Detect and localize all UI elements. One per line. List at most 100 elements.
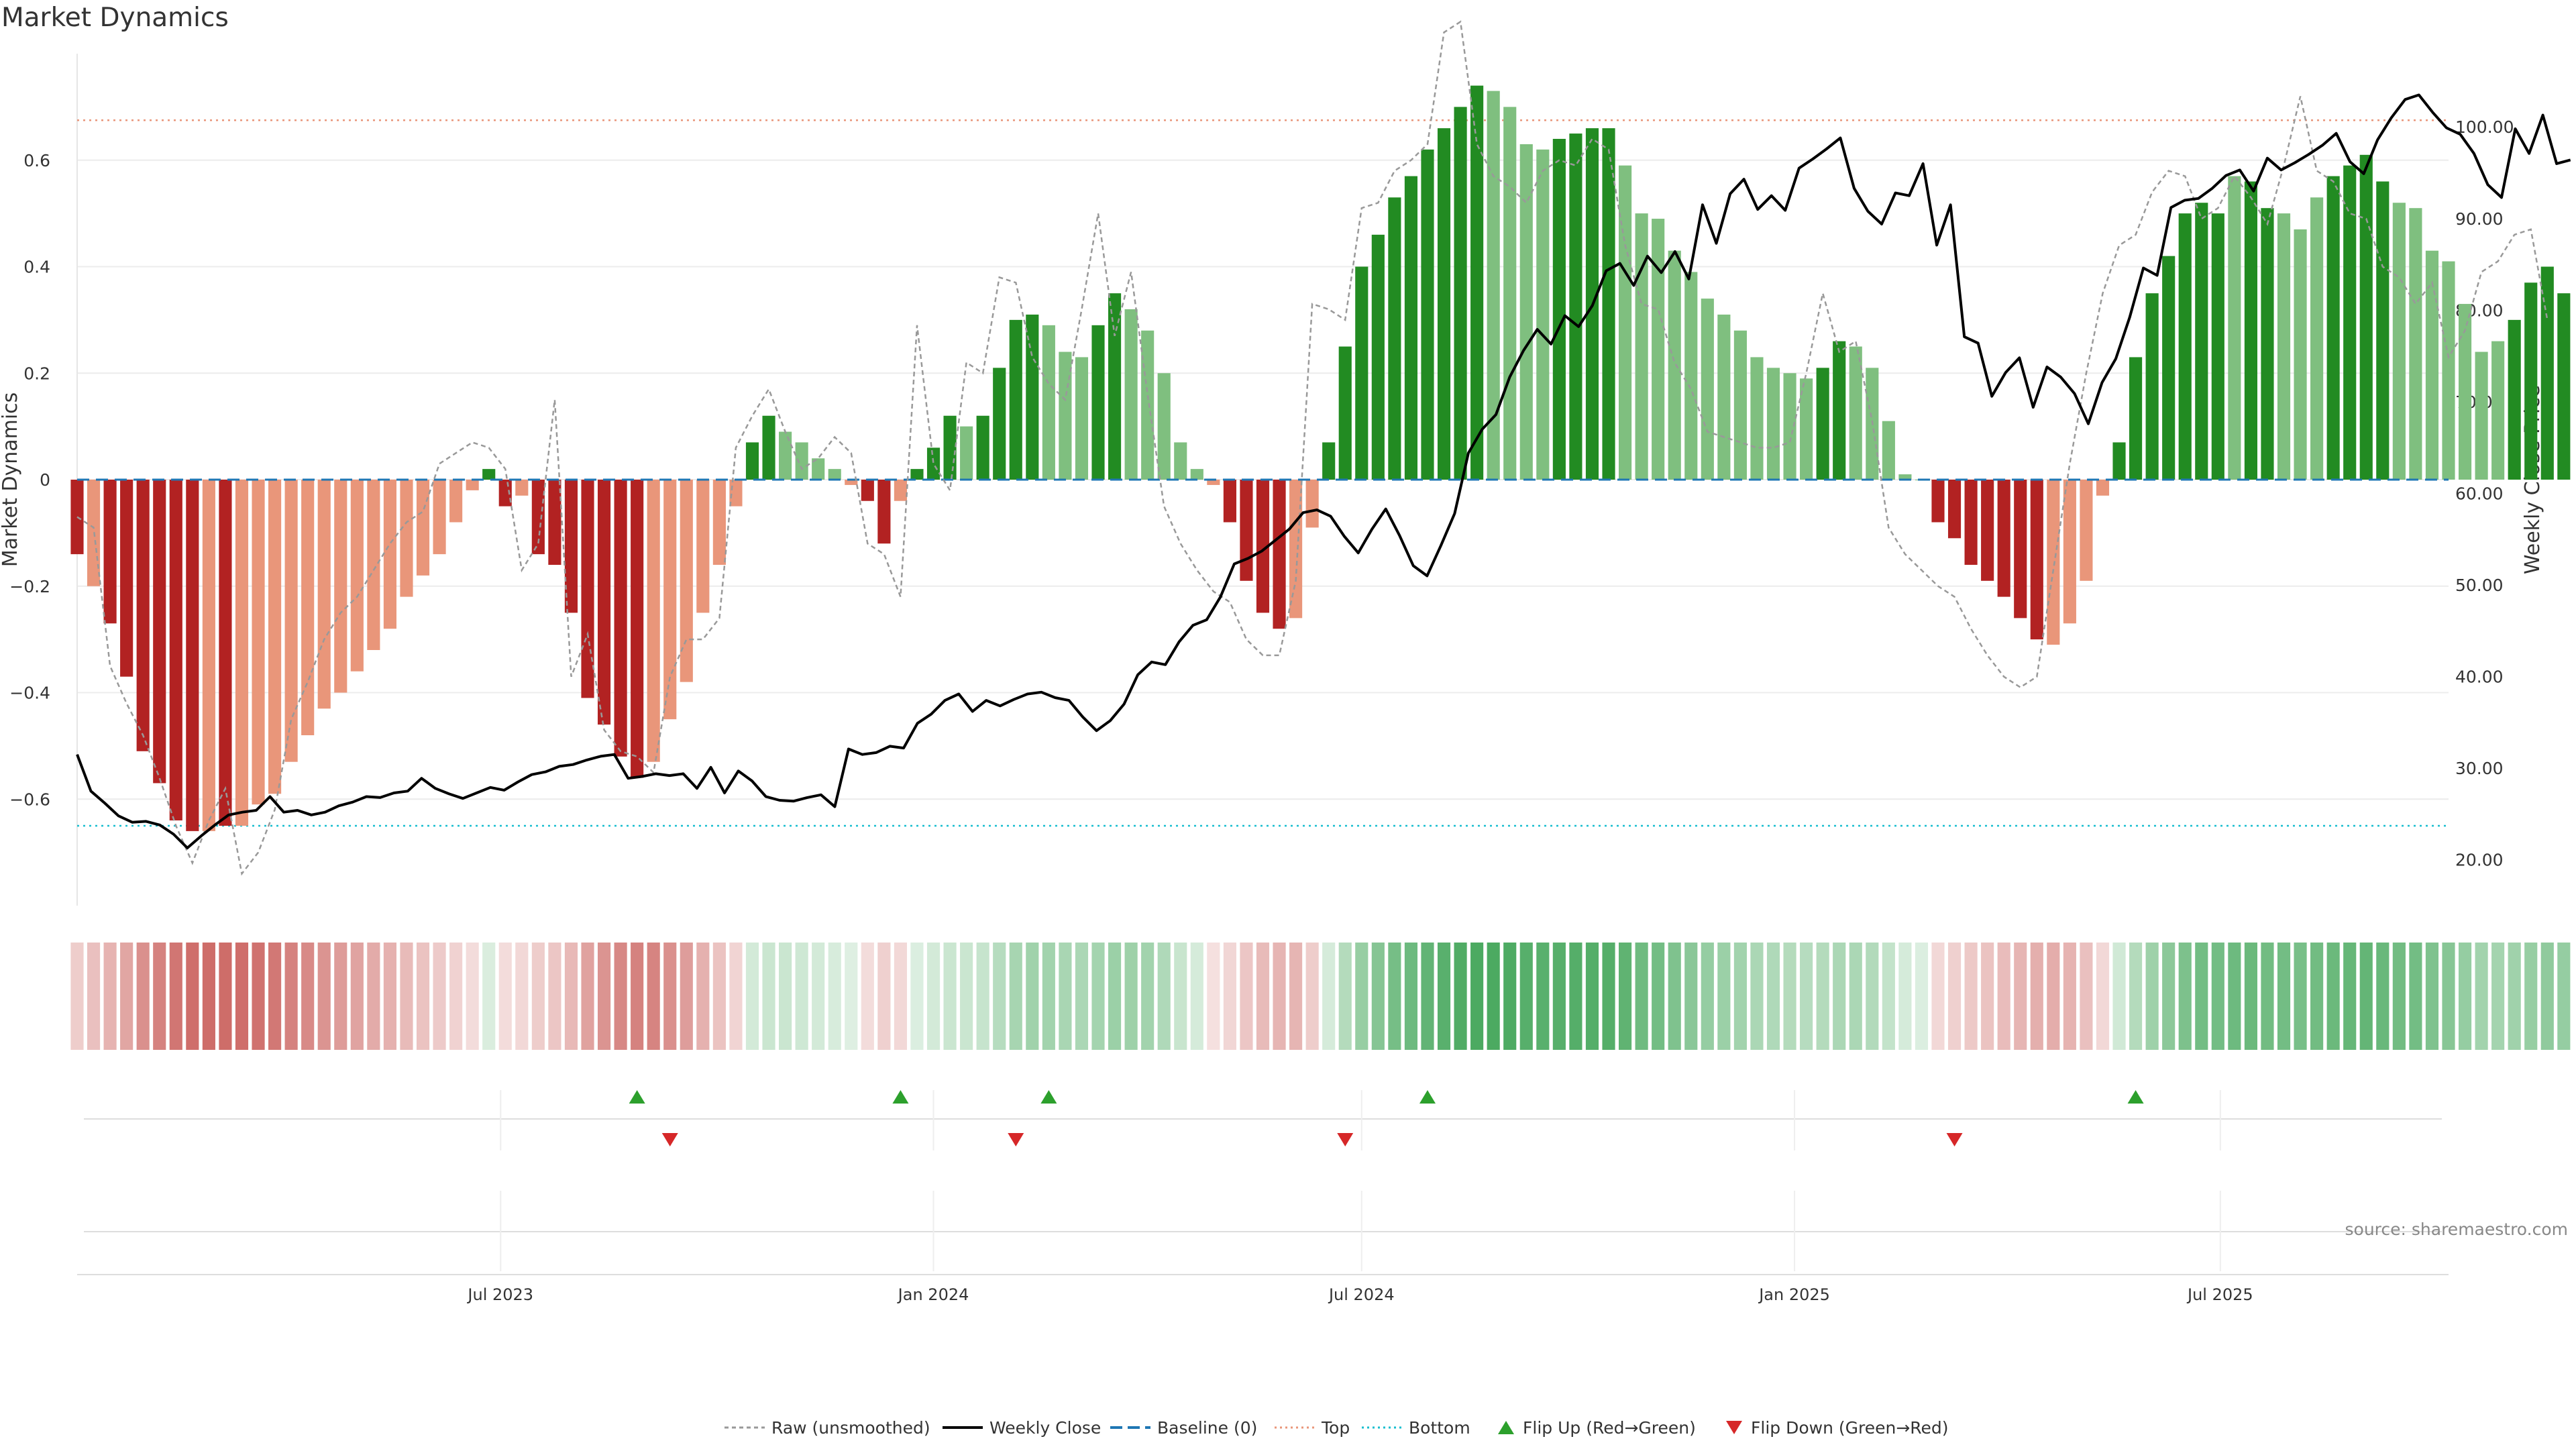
heat-strip-cell: [1816, 943, 1829, 1050]
dynamics-bar: [581, 480, 594, 698]
heat-strip-cell: [2326, 943, 2340, 1050]
y2-tick-label: 40.00: [2455, 667, 2504, 687]
dynamics-bar: [2508, 319, 2521, 480]
heat-strip-cell: [1470, 943, 1484, 1050]
heat-strip-cell: [153, 943, 166, 1050]
flip-down-marker: [1946, 1133, 1963, 1146]
heat-strip-cell: [1075, 943, 1089, 1050]
heat-strip-cell: [926, 943, 941, 1050]
heat-strip-cell: [2458, 943, 2472, 1050]
heat-strip-cell: [1569, 943, 1582, 1050]
heat-strip-cell: [877, 943, 891, 1050]
dynamics-bar: [202, 480, 215, 831]
dynamics-bar: [2376, 181, 2390, 480]
dynamics-bar: [2030, 480, 2043, 640]
dynamics-bar: [466, 480, 479, 490]
dynamics-bar: [169, 480, 182, 820]
dynamics-bar: [1569, 133, 1582, 480]
legend-flip-down: Flip Down (Green→Red): [1724, 1414, 1949, 1441]
dynamics-bar: [186, 480, 199, 831]
y2-tick-label: 30.00: [2455, 759, 2504, 778]
heat-strip-cell: [169, 943, 182, 1050]
heat-strip-cell: [2145, 943, 2159, 1050]
dynamics-bar: [1174, 442, 1187, 480]
dynamics-bar: [631, 480, 644, 778]
dynamics-bar: [2294, 229, 2307, 480]
heat-strip-cell: [861, 943, 874, 1050]
dynamics-bar: [2145, 293, 2159, 480]
heat-strip-cell: [1322, 943, 1336, 1050]
heat-strip-cell: [1766, 943, 1780, 1050]
dynamics-bar: [2442, 261, 2455, 480]
heat-strip-cell: [202, 943, 215, 1050]
heat-strip-cell: [2261, 943, 2274, 1050]
heat-strip-cell: [1371, 943, 1385, 1050]
flip-up-marker: [629, 1090, 645, 1104]
heat-strip-cell: [779, 943, 792, 1050]
heat-strip-cell: [1305, 943, 1319, 1050]
dynamics-bar: [1783, 373, 1796, 480]
dynamics-bar: [2277, 213, 2291, 480]
flip-up-marker: [892, 1090, 909, 1104]
heat-strip-cell: [1404, 943, 1418, 1050]
dynamics-bar: [2540, 266, 2554, 480]
dynamics-bar: [960, 426, 973, 480]
dynamics-bar: [136, 480, 150, 751]
heat-strip-cell: [910, 943, 924, 1050]
heat-strip-cell: [2228, 943, 2241, 1050]
dynamics-bar: [268, 480, 282, 794]
dynamics-bar: [1503, 107, 1517, 480]
heat-strip-cell: [70, 943, 84, 1050]
heat-strip-cell: [1585, 943, 1599, 1050]
heat-strip-cell: [1207, 943, 1220, 1050]
dynamics-bar: [2014, 480, 2027, 619]
dynamics-bar: [1421, 149, 1434, 480]
heat-strip-cell: [2343, 943, 2357, 1050]
dynamics-bar: [416, 480, 430, 576]
heat-strip-cell: [1124, 943, 1138, 1050]
heat-strip-cell: [1602, 943, 1615, 1050]
dynamics-bar: [1305, 480, 1319, 528]
heat-strip-cell: [1635, 943, 1648, 1050]
heat-strip-cell: [334, 943, 347, 1050]
heat-strip-cell: [2540, 943, 2554, 1050]
dynamics-bar: [433, 480, 446, 555]
heat-strip-cell: [1947, 943, 1962, 1050]
heat-strip-cell: [1552, 943, 1566, 1050]
heat-strip-cell: [1240, 943, 1253, 1050]
heat-strip-cell: [943, 943, 957, 1050]
dynamics-bar: [1931, 480, 1945, 523]
legend-baseline-label: Baseline (0): [1157, 1417, 1258, 1438]
dynamics-bar: [828, 469, 841, 480]
dynamics-bar: [1108, 293, 1122, 480]
heat-strip-cell: [828, 943, 841, 1050]
heat-strip-cell: [2442, 943, 2455, 1050]
heat-strip-cell: [1964, 943, 1978, 1050]
heat-strip-cell: [614, 943, 627, 1050]
dynamics-bar: [745, 442, 759, 480]
heat-strip-cell: [301, 943, 315, 1050]
dynamics-bar: [614, 480, 627, 757]
heat-strip-cell: [1981, 943, 1994, 1050]
heat-strip-cell: [762, 943, 775, 1050]
heat-strip-cell: [2014, 943, 2027, 1050]
heat-strip-cell: [252, 943, 265, 1050]
dynamics-bar: [2557, 293, 2571, 480]
heat-strip-cell: [268, 943, 282, 1050]
dynamics-bar: [1997, 480, 2010, 597]
y-tick-label: 0.6: [23, 151, 50, 170]
heat-strip-cell: [2096, 943, 2110, 1050]
dynamics-bar: [1470, 85, 1484, 480]
heat-strip-cell: [1618, 943, 1632, 1050]
heat-strip-cell: [2129, 943, 2143, 1050]
heat-strip-cell: [581, 943, 594, 1050]
heat-strip-cell: [515, 943, 529, 1050]
dynamics-bar: [219, 480, 232, 826]
legend-flip-down-label: Flip Down (Green→Red): [1751, 1417, 1949, 1438]
heat-strip-cell: [120, 943, 133, 1050]
y2-tick-label: 90.00: [2455, 209, 2504, 229]
heat-strip-cell: [1108, 943, 1122, 1050]
legend-flip-up: Flip Up (Red→Green): [1496, 1414, 1696, 1441]
heat-strip-cell: [416, 943, 430, 1050]
heat-strip-cell: [2557, 943, 2571, 1050]
